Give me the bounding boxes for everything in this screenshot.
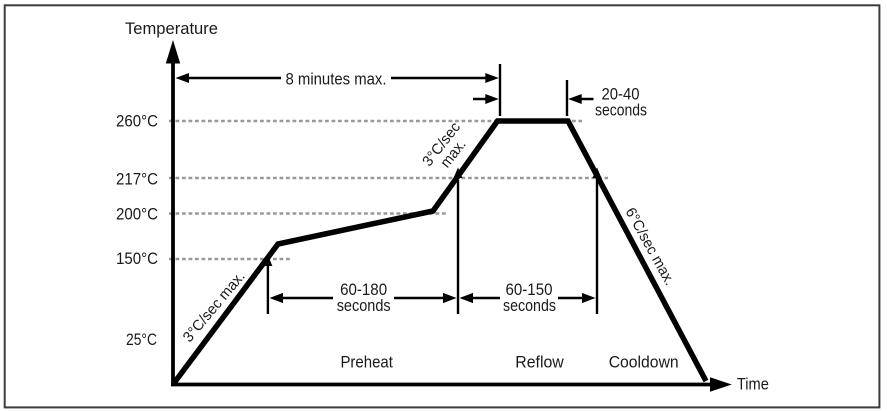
- svg-text:217°C: 217°C: [116, 170, 158, 189]
- svg-text:Cooldown: Cooldown: [609, 353, 679, 372]
- svg-text:Time: Time: [737, 375, 769, 394]
- svg-text:Temperature: Temperature: [125, 19, 218, 38]
- svg-text:Preheat: Preheat: [340, 353, 393, 372]
- svg-text:260°C: 260°C: [116, 112, 158, 131]
- svg-text:20-40: 20-40: [602, 86, 640, 104]
- svg-text:Reflow: Reflow: [515, 353, 564, 372]
- svg-text:60-180: 60-180: [340, 281, 387, 299]
- svg-text:150°C: 150°C: [116, 249, 158, 268]
- svg-text:25°C: 25°C: [126, 330, 157, 349]
- svg-text:seconds: seconds: [595, 102, 647, 120]
- svg-text:60-150: 60-150: [506, 281, 553, 299]
- svg-text:seconds: seconds: [503, 297, 556, 315]
- svg-text:seconds: seconds: [337, 297, 391, 315]
- svg-text:200°C: 200°C: [116, 205, 158, 224]
- svg-text:8 minutes max.: 8 minutes max.: [286, 71, 387, 89]
